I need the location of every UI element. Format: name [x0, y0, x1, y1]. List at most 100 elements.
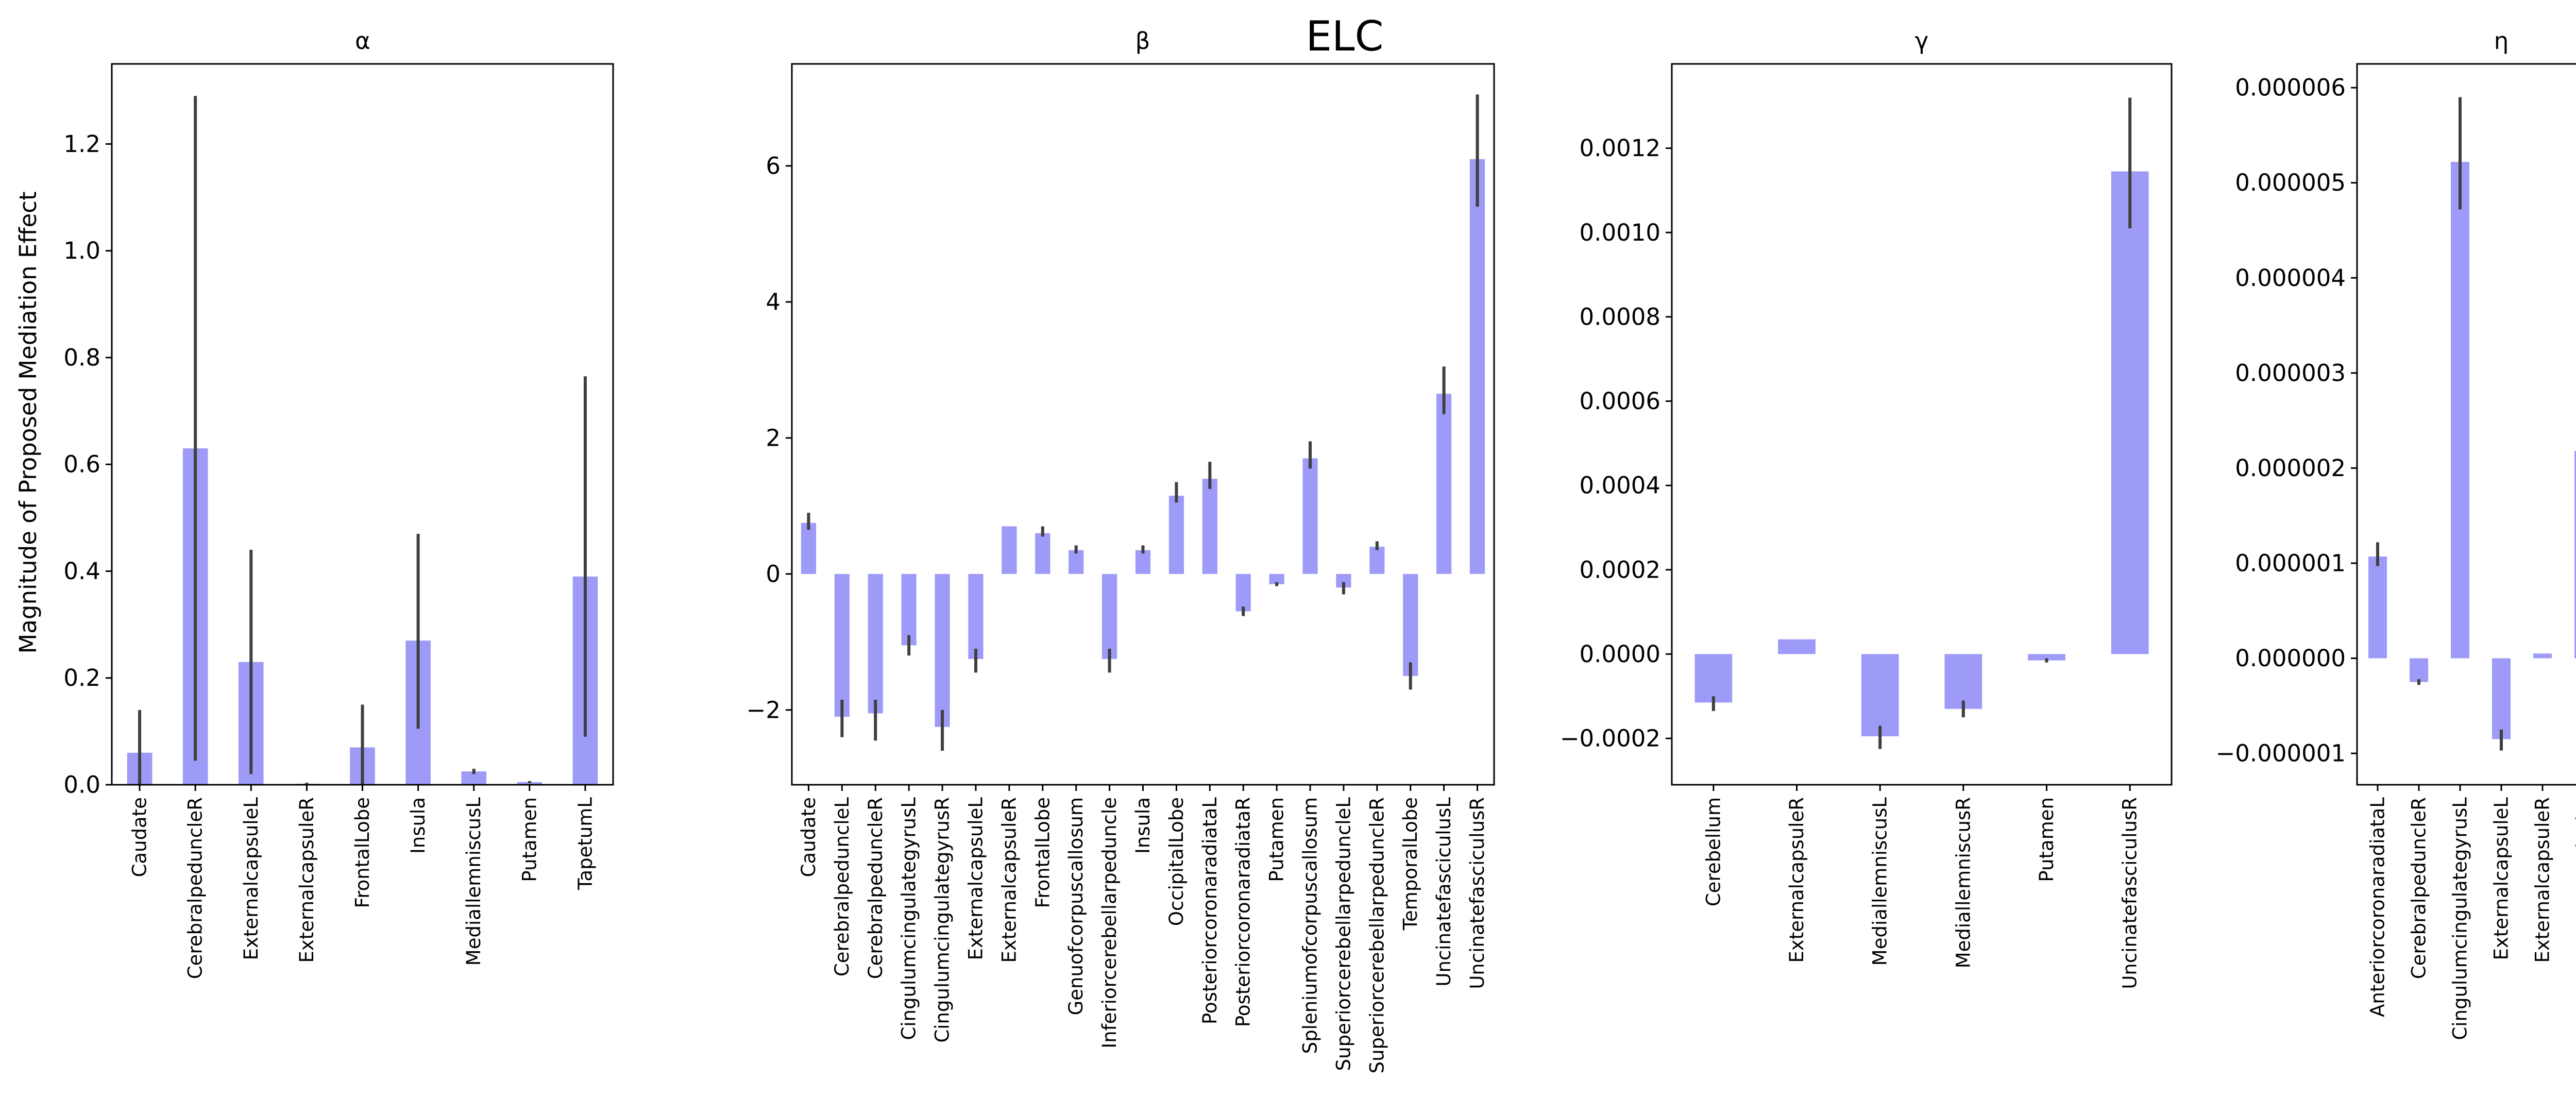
- bar-cingulumcingulategyrusr: [935, 574, 950, 727]
- panel-eta-axes-frame: [2356, 63, 2576, 786]
- y-tick-label: 0.0006: [1580, 387, 1660, 415]
- bar-anteriorcoronaradiatal: [2368, 556, 2387, 659]
- x-tick-label-posteriorcoronaradiatal: PosteriorcoronaradiataL: [1199, 797, 1221, 1024]
- bar-caudate: [801, 522, 817, 574]
- y-tick-label: 2: [766, 424, 781, 451]
- panel-eta-x-axis: AnteriorcoronaradiataL CerebralpeduncleR C…: [2367, 785, 2576, 1040]
- bar-externalcapsuler: [2533, 653, 2552, 659]
- bar-frontallobe: [2574, 451, 2576, 659]
- x-tick-label-frontallobe: FrontalLobe: [2573, 797, 2576, 908]
- bar-posteriorcoronaradiatal: [1202, 479, 1217, 574]
- y-axis-label: Magnitude of Proposed Mediation Effect: [14, 191, 42, 653]
- panel-beta-x-axis: Caudate CerebralpeduncleL Cerebralpeduncle…: [798, 785, 1488, 1073]
- y-tick-label: 0.000004: [2235, 264, 2346, 292]
- y-tick-label: 0.4: [63, 558, 100, 585]
- bar-mediallemniscusl: [1861, 654, 1899, 736]
- panel-gamma-bars: [1694, 171, 2149, 736]
- bar-inferiorcerebellarpeduncle: [1101, 574, 1117, 659]
- panel-alpha: α Magnitude of Proposed Mediation Effect…: [14, 27, 614, 979]
- x-tick-label-cerebralpeduncler: CerebralpeduncleR: [865, 797, 887, 979]
- bar-posteriorcoronaradiatar: [1235, 574, 1251, 612]
- bar-cerebralpeduncler: [868, 574, 883, 714]
- bar-putamen: [517, 782, 543, 785]
- x-tick-label-caudate: Caudate: [129, 797, 151, 877]
- x-tick-label-externalcapsulel: ExternalcapsuleL: [240, 797, 262, 960]
- bar-externalcapsuler: [1002, 526, 1017, 574]
- x-tick-label-genuofcorpuscallosum: Genuofcorpuscallosum: [1065, 797, 1087, 1015]
- y-tick-label: 4: [766, 288, 781, 315]
- bar-mediallemniscusr: [1944, 654, 1982, 709]
- x-tick-label-putamen: Putamen: [518, 797, 540, 882]
- x-tick-label-inferiorcerebellarpeduncle: Inferiorcerebellarpeduncle: [1098, 797, 1121, 1049]
- x-tick-label-cerebralpeduncler: CerebralpeduncleR: [2408, 797, 2430, 979]
- panel-alpha-title: α: [355, 27, 370, 55]
- x-tick-label-uncinatefasciculusr: UncinatefasciculusR: [2119, 797, 2141, 989]
- panel-alpha-error-bars: [138, 96, 587, 785]
- y-tick-label: −2: [747, 696, 781, 723]
- panel-beta: β −2 0 2 4 6 Caudate CerebralpeduncleL Cerebra…: [747, 27, 1495, 1073]
- x-tick-label-posteriorcoronaradiatar: PosteriorcoronaradiataR: [1232, 797, 1255, 1027]
- panel-eta: η −0.000001 0.000000 0.000001 0.000002 0.000…: [2216, 27, 2576, 1040]
- bar-cingulumcingulategyrusl: [2451, 162, 2469, 659]
- y-tick-label: 1.2: [63, 130, 100, 158]
- x-tick-label-insula: Insula: [1132, 797, 1154, 854]
- panel-beta-title: β: [1136, 27, 1150, 55]
- panel-eta-bars: [2368, 162, 2576, 739]
- x-tick-label-externalcapsuler: ExternalcapsuleR: [998, 797, 1020, 963]
- panel-eta-error-bars: [2376, 97, 2503, 751]
- panel-alpha-y-axis: 0.0 0.2 0.4 0.6 0.8 1.0 1.2: [63, 130, 112, 799]
- bar-uncinatefasciculusl: [1436, 394, 1452, 574]
- y-tick-label: 0.2: [63, 664, 100, 692]
- panel-gamma-title: γ: [1915, 27, 1929, 55]
- x-tick-label-insula: Insula: [407, 797, 429, 854]
- bar-uncinatefasciculusr: [2111, 171, 2149, 654]
- bar-putamen: [2028, 654, 2065, 661]
- bar-externalcapsulel: [2492, 658, 2511, 739]
- x-tick-label-mediallemniscusl: MediallemniscusL: [463, 797, 485, 966]
- bar-spleniumofcorpuscallosum: [1302, 458, 1318, 574]
- x-tick-label-frontallobe: FrontalLobe: [1031, 797, 1054, 908]
- y-tick-label: 0.000002: [2235, 454, 2346, 482]
- x-tick-label-caudate: Caudate: [798, 797, 820, 877]
- bar-uncinatefasciculusr: [1469, 159, 1485, 574]
- panel-alpha-axes-frame: [111, 63, 614, 786]
- x-tick-label-occipitallobe: OccipitalLobe: [1165, 797, 1188, 926]
- x-tick-label-mediallemniscusr: MediallemniscusR: [1952, 797, 1974, 968]
- bar-genuofcorpuscallosum: [1069, 550, 1084, 574]
- y-tick-label: 1.0: [63, 237, 100, 264]
- panel-beta-bars: [801, 159, 1485, 727]
- y-tick-label: 0.000001: [2235, 549, 2346, 577]
- x-tick-label-anteriorcoronaradiatal: AnteriorcoronaradiataL: [2367, 797, 2389, 1017]
- x-tick-label-putamen: Putamen: [1266, 797, 1288, 882]
- bar-cingulumcingulategyrusl: [901, 574, 917, 646]
- x-tick-label-externalcapsuler: ExternalcapsuleR: [1786, 797, 1808, 963]
- panel-eta-title: η: [2494, 27, 2509, 55]
- panel-beta-axes-frame: [791, 63, 1495, 786]
- bar-insula: [1135, 550, 1151, 574]
- bar-cerebralpedunclel: [834, 574, 850, 717]
- x-tick-label-externalcapsulel: ExternalcapsuleL: [2490, 797, 2513, 960]
- x-tick-label-cingulumcingulategyrusr: CingulumcingulategyrusR: [931, 797, 954, 1043]
- x-tick-label-frontallobe: FrontalLobe: [351, 797, 374, 908]
- y-tick-label: 0.000000: [2235, 645, 2346, 672]
- bar-putamen: [1269, 574, 1284, 584]
- y-tick-label: 0.000006: [2235, 74, 2346, 102]
- y-tick-label: 0.000005: [2235, 169, 2346, 196]
- panel-gamma-y-axis: −0.0002 0.0000 0.0002 0.0004 0.0006 0.0008 0.0…: [1560, 134, 1672, 752]
- bar-frontallobe: [1035, 533, 1050, 574]
- x-tick-label-superiorcerebellarpedunclel: SuperiorcerebellarpeduncleL: [1332, 797, 1354, 1071]
- x-tick-label-cerebralpedunclel: CerebralpeduncleL: [831, 797, 853, 976]
- y-tick-label: 0.0012: [1580, 134, 1660, 162]
- bar-cerebralpeduncler: [2410, 658, 2428, 682]
- panel-gamma: γ −0.0002 0.0000 0.0002 0.0004 0.0006 0.0008 0…: [1560, 27, 2173, 989]
- y-tick-label: 0.0: [63, 771, 100, 799]
- x-tick-label-externalcapsuler: ExternalcapsuleR: [296, 797, 318, 963]
- y-tick-label: −0.0002: [1560, 725, 1660, 752]
- panel-gamma-x-axis: Cerebellum ExternalcapsuleR Mediallemniscu…: [1702, 785, 2141, 989]
- panel-gamma-axes-frame: [1671, 63, 2173, 786]
- figure-title: ELC: [1306, 12, 1384, 60]
- y-tick-label: 0.0002: [1580, 556, 1660, 583]
- x-tick-label-uncinatefasciculusr: UncinatefasciculusR: [1466, 797, 1488, 989]
- panel-eta-y-axis: −0.000001 0.000000 0.000001 0.000002 0.00000…: [2216, 74, 2357, 767]
